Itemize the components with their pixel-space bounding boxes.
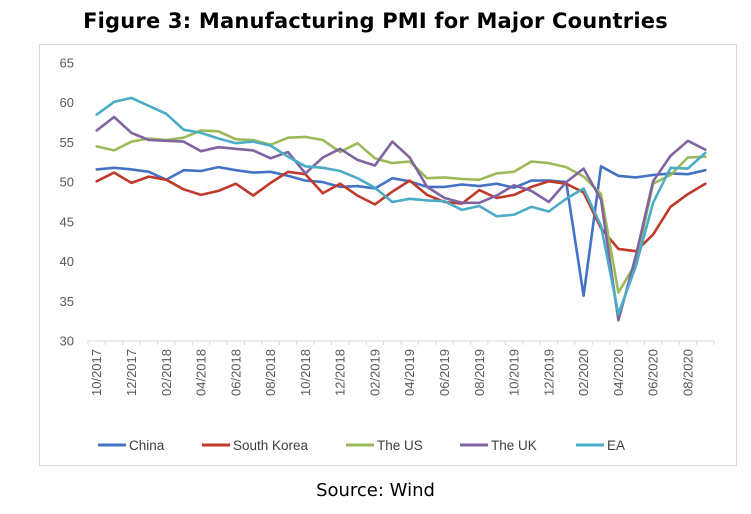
x-tick-label: 06/2018 <box>228 349 243 396</box>
series-line-china <box>95 165 707 297</box>
x-tick-label: 12/2017 <box>124 349 139 396</box>
y-tick-label: 45 <box>60 214 74 229</box>
x-tick-label: 08/2018 <box>263 349 278 396</box>
x-tick-label: 06/2019 <box>437 349 452 396</box>
x-tick-label: 04/2018 <box>194 349 209 396</box>
x-tick-label: 04/2019 <box>402 349 417 396</box>
series-line-ea <box>95 96 707 316</box>
x-axis: 10/2017 12/2017 02/2018 04/2018 06/2018 08/20… <box>87 340 715 396</box>
legend-label: China <box>129 438 165 453</box>
y-tick-label: 40 <box>60 254 74 269</box>
y-tick-label: 55 <box>60 135 74 150</box>
legend-label: EA <box>607 438 625 453</box>
source-note: Source: Wind <box>316 480 435 501</box>
y-tick-label: 65 <box>60 56 74 71</box>
x-tick-label: 02/2019 <box>367 349 382 396</box>
series-line-the-uk <box>95 115 707 322</box>
chart-title: Figure 3: Manufacturing PMI for Major Co… <box>83 9 668 33</box>
x-tick-label: 06/2020 <box>646 349 661 396</box>
series-line-south-korea <box>95 170 707 253</box>
legend-label: The UK <box>491 438 537 453</box>
x-tick-label: 02/2018 <box>159 349 174 396</box>
x-tick-label: 04/2020 <box>611 349 626 396</box>
legend-label: South Korea <box>233 438 309 453</box>
x-tick-label: 12/2019 <box>541 349 556 396</box>
series-lines <box>95 96 707 322</box>
y-tick-label: 60 <box>60 95 74 110</box>
legend: China South Korea The US The UK EA <box>98 438 625 453</box>
x-tick-label: 12/2018 <box>333 349 348 396</box>
x-tick-label: 02/2020 <box>576 349 591 396</box>
chart-frame: 30 35 40 45 50 55 60 65 10/2017 12/2017 02/2018 04… <box>39 44 737 466</box>
y-tick-label: 50 <box>60 175 74 190</box>
x-tick-label: 08/2020 <box>680 349 695 396</box>
x-tick-label: 08/2019 <box>472 349 487 396</box>
series-line-the-us <box>95 129 707 294</box>
y-axis: 30 35 40 45 50 55 60 65 <box>60 56 74 349</box>
x-tick-label: 10/2018 <box>298 349 313 396</box>
legend-label: The US <box>377 438 423 453</box>
pmi-line-chart: 30 35 40 45 50 55 60 65 10/2017 12/2017 02/2018 04… <box>60 56 715 453</box>
y-tick-label: 30 <box>60 334 74 349</box>
x-tick-label: 10/2019 <box>507 349 522 396</box>
y-tick-label: 35 <box>60 294 74 309</box>
x-tick-label: 10/2017 <box>89 349 104 396</box>
